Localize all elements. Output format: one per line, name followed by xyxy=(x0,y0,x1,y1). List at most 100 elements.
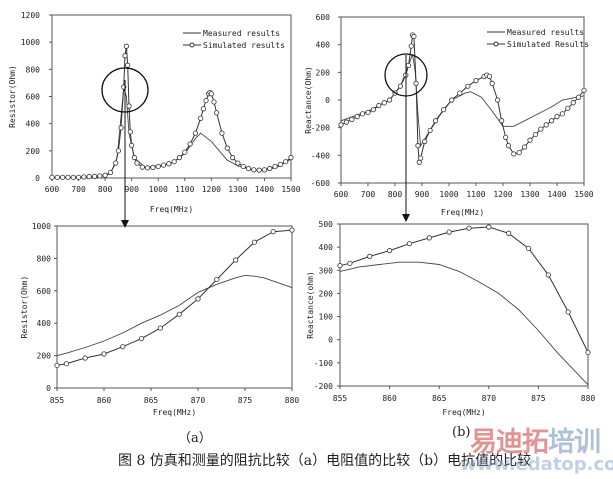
data-point-marker xyxy=(187,141,193,147)
data-point-marker xyxy=(415,143,421,149)
data-point-marker xyxy=(75,174,82,180)
y-tick-label: 200 xyxy=(37,352,52,361)
data-point-marker xyxy=(538,126,544,132)
y-tick-label: 1000 xyxy=(32,222,51,231)
y-tick-label: 300 xyxy=(319,266,334,275)
data-point-marker xyxy=(338,122,344,128)
x-tick-label: 1300 xyxy=(520,190,539,199)
x-tick-label: 800 xyxy=(388,190,403,199)
y-tick-label: -200 xyxy=(311,124,330,133)
data-point-marker xyxy=(126,103,132,109)
x-tick-label: 865 xyxy=(144,396,159,405)
data-point-marker xyxy=(82,355,88,361)
data-point-marker xyxy=(548,118,555,124)
y-tick-label: 200 xyxy=(319,289,334,298)
data-point-marker xyxy=(97,173,103,179)
data-point-marker xyxy=(203,97,209,104)
y-tick-label: 1200 xyxy=(21,11,40,20)
data-point-marker xyxy=(270,229,276,235)
data-point-marker xyxy=(505,143,511,149)
data-point-marker xyxy=(359,111,366,117)
x-tick-label: 700 xyxy=(71,185,86,194)
data-point-marker xyxy=(214,276,220,283)
chart-4: 855 860 865 870 875 880 -200 -100 0 100 200 300 400 5… xyxy=(306,220,595,417)
data-point-marker xyxy=(65,174,71,180)
data-point-marker xyxy=(229,155,236,161)
y-tick-label: 1000 xyxy=(21,38,40,47)
chart-2: 600 700 800 900 1000 1100 1200 1300 1400 1500 -600… xyxy=(304,13,594,217)
data-point-marker xyxy=(386,248,393,254)
data-point-marker xyxy=(122,53,128,59)
x-axis-label: Freq(MHz) xyxy=(441,208,484,217)
data-point-marker xyxy=(386,97,393,103)
data-point-marker xyxy=(63,361,70,367)
legend-marker xyxy=(493,41,499,47)
data-point-marker xyxy=(102,172,108,178)
data-point-marker xyxy=(525,245,532,251)
chart-3: 855 860 865 870 875 880 0 200 400 600 800 1000 Freq(… xyxy=(20,222,299,417)
x-tick-label: 870 xyxy=(482,394,497,403)
data-point-marker xyxy=(343,119,349,125)
plot-frame xyxy=(51,14,292,179)
x-tick-label: 1200 xyxy=(493,190,512,199)
data-point-marker xyxy=(545,272,551,278)
data-point-marker xyxy=(267,165,273,172)
plot-frame xyxy=(339,223,589,387)
data-point-marker xyxy=(426,235,432,241)
data-point-marker xyxy=(570,100,576,106)
arrow-head-a xyxy=(121,220,129,228)
data-point-marker xyxy=(115,148,121,154)
data-point-marker xyxy=(54,174,60,180)
plot-frame xyxy=(56,225,293,389)
data-point-marker xyxy=(208,91,214,97)
data-point-marker xyxy=(406,241,413,247)
data-point-marker xyxy=(54,362,60,368)
y-tick-label: 800 xyxy=(37,254,52,263)
x-tick-label: 855 xyxy=(50,396,65,405)
data-point-marker xyxy=(413,80,419,87)
legend-entry: Measured results xyxy=(507,28,584,37)
data-point-marker xyxy=(131,155,137,161)
data-point-marker xyxy=(49,174,55,180)
x-tick-label: 1000 xyxy=(439,190,458,199)
data-point-marker xyxy=(397,83,403,89)
x-tick-label: 600 xyxy=(334,190,349,199)
data-point-marker xyxy=(251,167,257,173)
data-point-marker xyxy=(532,131,539,138)
data-point-marker xyxy=(473,78,479,84)
x-tick-label: 700 xyxy=(361,190,376,199)
data-point-marker xyxy=(129,142,135,148)
data-point-marker xyxy=(123,43,129,49)
series-line-simulated xyxy=(339,226,589,353)
data-point-marker xyxy=(565,309,571,315)
data-point-marker xyxy=(559,111,566,117)
data-point-marker xyxy=(155,163,161,170)
data-point-marker xyxy=(200,106,206,112)
data-point-marker xyxy=(585,349,591,356)
data-point-marker xyxy=(120,344,126,350)
y-tick-label: 0 xyxy=(46,384,51,393)
y-tick-label: 800 xyxy=(26,65,41,74)
arrow-head-b xyxy=(402,214,410,222)
data-point-marker xyxy=(171,159,177,165)
data-point-marker xyxy=(107,169,114,176)
data-point-marker xyxy=(125,62,131,68)
data-point-marker xyxy=(195,296,201,302)
data-point-marker xyxy=(543,122,549,128)
x-tick-label: 900 xyxy=(124,185,139,194)
data-point-marker xyxy=(86,174,92,180)
y-tick-label: 400 xyxy=(316,41,331,50)
data-point-marker xyxy=(565,105,571,111)
data-point-marker xyxy=(70,174,76,180)
x-tick-label: 1500 xyxy=(574,190,593,199)
x-axis-label: Freq(MHz) xyxy=(153,408,196,417)
legend-marker xyxy=(189,42,195,48)
x-tick-label: 1500 xyxy=(281,185,300,194)
data-point-marker xyxy=(449,97,455,103)
data-point-marker xyxy=(527,137,533,143)
x-tick-label: 600 xyxy=(45,185,60,194)
y-axis-label: Resistor(Ohm) xyxy=(8,65,17,128)
x-tick-label: 1100 xyxy=(175,185,194,194)
x-tick-label: 875 xyxy=(238,396,253,405)
